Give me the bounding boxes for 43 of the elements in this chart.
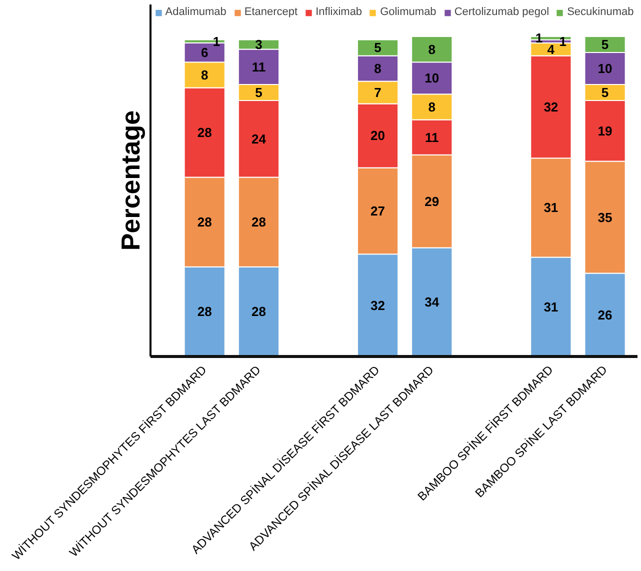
y-axis-title: Percentage xyxy=(116,110,146,251)
data-label: 27 xyxy=(370,203,386,218)
legend-label: Infliximab xyxy=(316,6,362,18)
data-label: 31 xyxy=(544,299,558,314)
data-label: 5 xyxy=(255,85,262,100)
data-label: 28 xyxy=(197,125,212,140)
data-label: 5 xyxy=(601,85,609,100)
data-label: 28 xyxy=(251,304,266,320)
data-label: 32 xyxy=(370,298,386,313)
data-label: 24 xyxy=(251,131,267,146)
data-label: 20 xyxy=(370,128,386,144)
legend-label: Etanercept xyxy=(244,6,298,18)
data-label: 28 xyxy=(197,304,212,320)
data-label: 31 xyxy=(544,200,558,216)
legend-label: Adalimumab xyxy=(165,6,226,18)
data-label: 6 xyxy=(200,45,208,60)
data-label: 8 xyxy=(428,42,436,57)
data-label: 8 xyxy=(374,61,382,76)
data-label: 35 xyxy=(598,210,612,225)
data-label: 8 xyxy=(200,67,208,82)
data-label: 1 xyxy=(212,34,220,49)
legend-label: Secukinumab xyxy=(567,6,634,18)
data-label: 1 xyxy=(559,34,566,49)
data-label: 1 xyxy=(535,30,543,46)
data-label: 10 xyxy=(598,61,612,76)
data-label: 5 xyxy=(374,40,382,56)
data-label: 3 xyxy=(255,37,262,52)
data-label: 11 xyxy=(425,130,439,145)
data-label: 34 xyxy=(424,294,440,310)
data-label: 7 xyxy=(374,85,382,100)
data-label: 4 xyxy=(547,42,556,57)
data-label: 5 xyxy=(601,37,609,52)
legend-label: Golimumab xyxy=(380,6,436,18)
data-label: 29 xyxy=(424,194,440,209)
data-label: 28 xyxy=(251,214,266,230)
data-label: 10 xyxy=(424,70,440,86)
data-label: 28 xyxy=(197,214,212,230)
legend-label: Certolizumab pegol xyxy=(454,6,550,18)
data-label: 26 xyxy=(598,307,612,322)
data-label: 19 xyxy=(598,123,612,138)
data-label: 8 xyxy=(428,99,436,114)
data-label: 32 xyxy=(544,99,558,114)
data-label: 11 xyxy=(252,59,266,74)
